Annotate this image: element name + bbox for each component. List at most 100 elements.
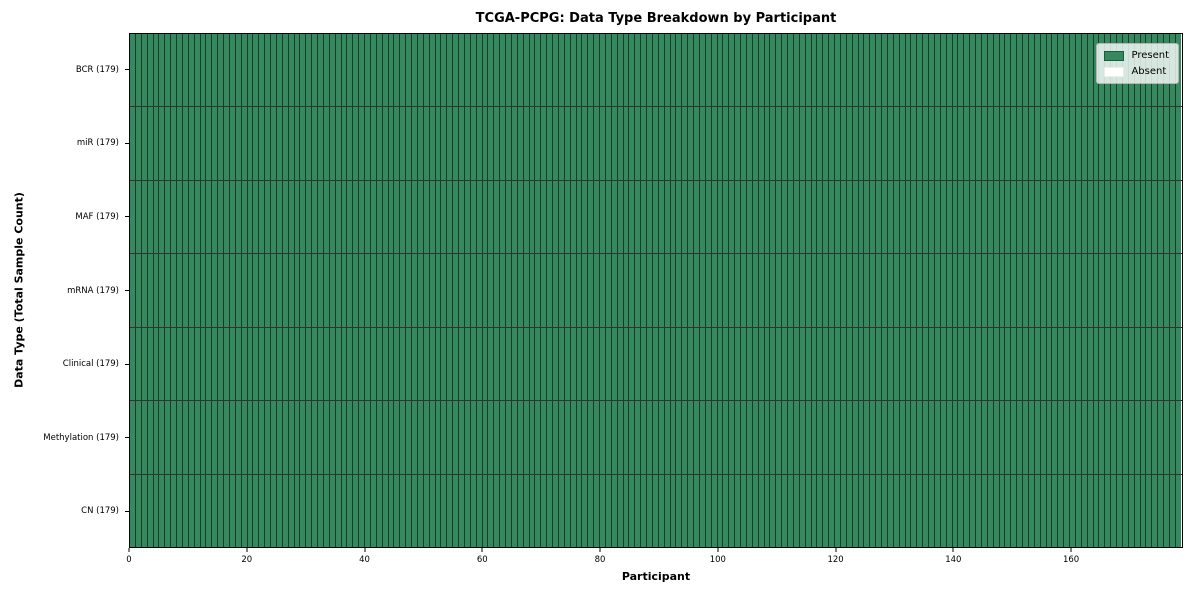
heatmap-cell bbox=[212, 327, 219, 401]
heatmap-cell bbox=[887, 34, 894, 107]
heatmap-cell bbox=[306, 327, 313, 401]
heatmap-cell bbox=[864, 327, 871, 401]
heatmap-cell bbox=[1152, 401, 1159, 474]
heatmap-cell bbox=[376, 327, 383, 401]
heatmap-cell bbox=[506, 107, 512, 180]
heatmap-cell bbox=[805, 180, 812, 254]
heatmap-cell bbox=[570, 474, 577, 547]
heatmap-cell bbox=[382, 107, 389, 180]
legend: Present Absent bbox=[1096, 43, 1179, 84]
heatmap-cell bbox=[259, 401, 266, 474]
heatmap-cell bbox=[1093, 107, 1100, 180]
heatmap-cell bbox=[629, 107, 636, 180]
heatmap-cell bbox=[682, 474, 689, 547]
heatmap-cell bbox=[553, 474, 559, 547]
heatmap-cell bbox=[1087, 401, 1094, 474]
heatmap-cell bbox=[1046, 474, 1053, 547]
heatmap-cell bbox=[276, 180, 283, 254]
heatmap-cell bbox=[635, 107, 642, 180]
heatmap-cell bbox=[829, 34, 835, 107]
heatmap-cell bbox=[1052, 401, 1059, 474]
heatmap-cell bbox=[882, 401, 888, 474]
heatmap-cell bbox=[265, 254, 271, 327]
heatmap-cell bbox=[1005, 401, 1012, 474]
heatmap-cell bbox=[1128, 180, 1135, 254]
heatmap-cell bbox=[811, 107, 818, 180]
heatmap-cell bbox=[558, 474, 565, 547]
heatmap-cell bbox=[617, 474, 624, 547]
heatmap-cell bbox=[435, 107, 442, 180]
heatmap-cell bbox=[394, 474, 401, 547]
heatmap-cell bbox=[294, 474, 301, 547]
heatmap-cell bbox=[764, 401, 771, 474]
heatmap-cell bbox=[858, 34, 865, 107]
heatmap-cell bbox=[699, 474, 706, 547]
heatmap-cell bbox=[312, 254, 318, 327]
heatmap-cell bbox=[1040, 327, 1047, 401]
heatmap-cell bbox=[641, 107, 647, 180]
heatmap-cell bbox=[541, 327, 548, 401]
heatmap-cell bbox=[1140, 327, 1147, 401]
heatmap-cell bbox=[1046, 401, 1053, 474]
heatmap-cell bbox=[1099, 107, 1106, 180]
heatmap-cell bbox=[271, 474, 277, 547]
heatmap-cell bbox=[470, 327, 477, 401]
heatmap-cell bbox=[476, 254, 483, 327]
heatmap-cell bbox=[494, 34, 501, 107]
heatmap-cell bbox=[165, 254, 172, 327]
heatmap-cell bbox=[265, 401, 271, 474]
heatmap-cell bbox=[353, 254, 360, 327]
heatmap-cell bbox=[482, 34, 489, 107]
heatmap-cell bbox=[441, 107, 448, 180]
heatmap-cell bbox=[412, 254, 418, 327]
heatmap-row-bcr bbox=[130, 34, 1182, 108]
heatmap-cell bbox=[752, 474, 759, 547]
heatmap-cell bbox=[741, 180, 747, 254]
heatmap-cell bbox=[271, 34, 277, 107]
heatmap-cell bbox=[535, 254, 542, 327]
heatmap-cell bbox=[770, 107, 777, 180]
heatmap-cell bbox=[130, 180, 136, 254]
y-tick-mark bbox=[125, 69, 129, 71]
heatmap-cell bbox=[735, 254, 741, 327]
x-tick-label: 160 bbox=[1062, 555, 1080, 565]
heatmap-cell bbox=[788, 107, 794, 180]
heatmap-cell bbox=[682, 327, 689, 401]
heatmap-cell bbox=[694, 327, 700, 401]
heatmap-cell bbox=[582, 34, 589, 107]
heatmap-cell bbox=[905, 401, 912, 474]
heatmap-cell bbox=[840, 474, 847, 547]
heatmap-cell bbox=[564, 34, 571, 107]
heatmap-cell bbox=[793, 474, 800, 547]
heatmap-cell bbox=[400, 401, 407, 474]
heatmap-cell bbox=[259, 107, 266, 180]
heatmap-cell bbox=[241, 107, 248, 180]
heatmap-cell bbox=[453, 107, 459, 180]
heatmap-cell bbox=[870, 254, 877, 327]
heatmap-row-mir bbox=[130, 107, 1182, 181]
heatmap-cell bbox=[523, 254, 530, 327]
heatmap-cell bbox=[177, 180, 183, 254]
heatmap-cell bbox=[506, 34, 512, 107]
heatmap-cell bbox=[441, 180, 448, 254]
heatmap-cell bbox=[341, 401, 348, 474]
heatmap-cell bbox=[964, 327, 971, 401]
heatmap-cell bbox=[224, 254, 230, 327]
heatmap-cell bbox=[130, 474, 136, 547]
heatmap-cell bbox=[823, 474, 830, 547]
heatmap-cell bbox=[940, 107, 947, 180]
heatmap-cell bbox=[688, 474, 694, 547]
heatmap-cell bbox=[159, 327, 166, 401]
heatmap-cell bbox=[958, 254, 965, 327]
heatmap-cell bbox=[582, 474, 589, 547]
heatmap-cell bbox=[776, 107, 783, 180]
heatmap-cell bbox=[276, 254, 283, 327]
heatmap-cell bbox=[688, 107, 694, 180]
heatmap-cell bbox=[911, 401, 918, 474]
legend-swatch-present bbox=[1104, 50, 1125, 61]
heatmap-cell bbox=[406, 34, 412, 107]
heatmap-cell bbox=[735, 474, 741, 547]
heatmap-cell bbox=[823, 401, 830, 474]
heatmap-cell bbox=[1081, 180, 1088, 254]
heatmap-cell bbox=[887, 107, 894, 180]
